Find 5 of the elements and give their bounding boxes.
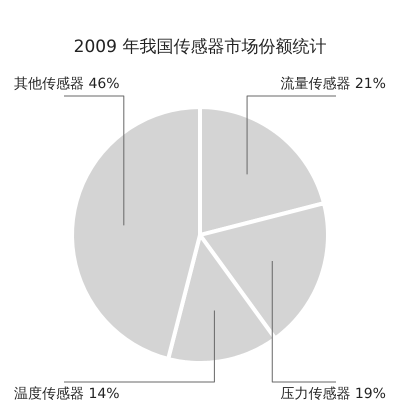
- slice-label: 其他传感器 46%: [14, 76, 120, 92]
- chart-title: 2009 年我国传感器市场份额统计: [74, 37, 326, 57]
- slice-label: 温度传感器 14%: [14, 386, 120, 402]
- slice-label: 流量传感器 21%: [280, 76, 386, 92]
- slice-label: 压力传感器 19%: [280, 386, 386, 402]
